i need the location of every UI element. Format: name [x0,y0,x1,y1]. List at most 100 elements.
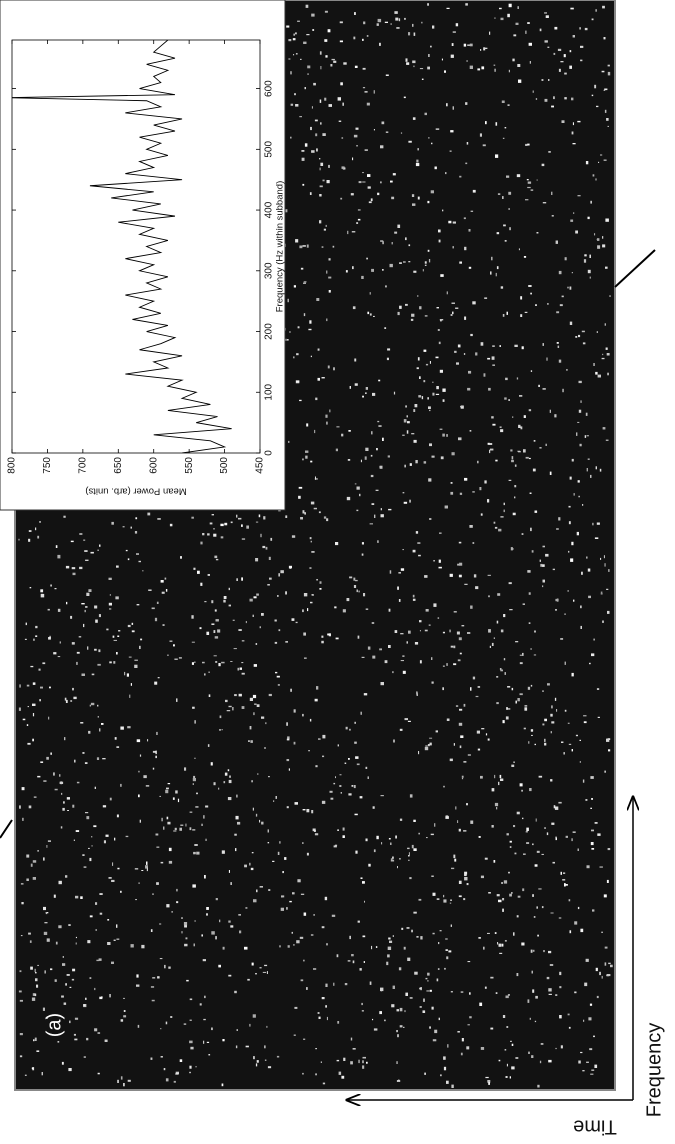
speckle [314,119,318,122]
speckle [591,1069,595,1071]
speckle [239,667,242,670]
speckle [65,565,70,569]
speckle [256,704,260,707]
speckle [123,1015,127,1018]
speckle [287,736,290,740]
speckle [108,877,112,879]
speckle [322,179,325,182]
speckle [475,695,479,698]
speckle [156,846,160,848]
speckle [235,848,237,852]
speckle [469,65,473,69]
speckle [239,930,242,934]
speckle [321,997,325,1000]
speckle [244,864,247,868]
speckle [279,945,281,948]
speckle [496,702,499,705]
speckle [44,922,48,924]
speckle [84,609,86,613]
speckle [505,716,509,720]
speckle [491,642,494,646]
speckle [367,311,370,315]
speckle [409,877,412,880]
speckle [608,749,611,752]
speckle [199,1003,202,1006]
speckle [360,711,362,715]
speckle [94,786,96,789]
speckle [437,329,440,331]
speckle [379,648,382,651]
speckle [319,185,323,188]
speckle [498,1059,501,1062]
speckle [120,1076,123,1080]
speckle [39,521,41,523]
speckle [277,851,280,855]
speckle [262,971,267,973]
speckle [176,698,178,702]
speckle [399,262,402,264]
speckle [357,920,360,923]
speckle [433,603,437,607]
speckle [115,596,119,600]
speckle [605,347,608,350]
speckle [252,1014,256,1018]
speckle [399,1025,403,1028]
speckle [35,635,38,637]
speckle [218,964,221,968]
speckle [304,143,308,147]
speckle [362,1065,365,1069]
speckle [533,440,536,442]
speckle [139,819,141,823]
speckle [607,71,611,76]
speckle [311,150,315,153]
speckle [538,384,540,387]
speckle [328,164,330,168]
speckle [328,276,332,279]
speckle [341,433,344,437]
speckle [34,968,36,973]
data-line [12,40,232,453]
zoom-line [614,249,656,288]
speckle [332,245,335,248]
speckle [116,938,120,940]
speckle [529,61,531,64]
speckle [431,875,434,877]
speckle [86,816,90,820]
speckle [507,686,511,688]
speckle [517,6,519,9]
speckle [416,159,419,163]
speckle [350,193,354,196]
speckle [75,942,77,945]
speckle [329,790,333,793]
speckle [483,373,486,377]
speckle [355,850,358,854]
y-tick-label: 800 [7,457,18,474]
speckle [592,909,595,912]
speckle [400,132,403,134]
speckle [445,816,449,819]
speckle [217,629,221,633]
speckle [408,852,410,856]
speckle [319,588,322,590]
speckle [523,449,526,453]
speckle [66,797,70,800]
speckle [442,433,445,437]
speckle [88,730,91,734]
speckle [221,661,225,664]
speckle [227,797,232,801]
speckle [32,993,36,996]
speckle [384,660,388,664]
speckle [574,921,578,925]
speckle [561,741,564,743]
speckle [186,979,189,982]
speckle [597,245,601,249]
speckle [213,655,217,657]
speckle [455,806,457,810]
speckle [72,968,76,972]
speckle [441,58,443,61]
speckle [529,1017,531,1020]
speckle [432,25,435,29]
speckle [577,906,580,910]
speckle [28,805,32,809]
speckle [169,523,173,527]
